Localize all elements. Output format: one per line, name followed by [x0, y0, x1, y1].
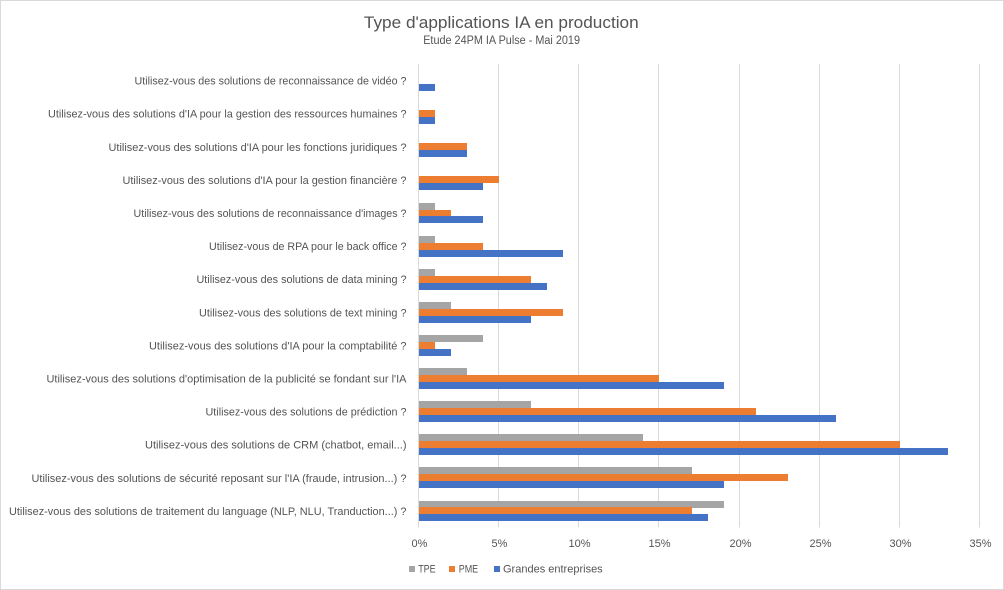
svg-text:10%: 10% [568, 538, 590, 550]
svg-text:Etude 24PM IA Pulse - Mai 2019: Etude 24PM IA Pulse - Mai 2019 [423, 35, 580, 47]
svg-text:Type d'applications IA en prod: Type d'applications IA en production [364, 13, 639, 32]
svg-text:Utilisez-vous des solutions d': Utilisez-vous des solutions d'IA pour le… [109, 142, 407, 154]
svg-text:30%: 30% [889, 538, 911, 550]
svg-text:Utilisez-vous des solutions d': Utilisez-vous des solutions d'IA pour la… [123, 175, 407, 187]
svg-text:Utilisez-vous des solutions d': Utilisez-vous des solutions d'IA pour la… [48, 109, 407, 121]
svg-text:5%: 5% [492, 538, 508, 550]
svg-text:TPE: TPE [418, 564, 436, 576]
svg-text:Utilisez-vous des solutions d': Utilisez-vous des solutions d'IA pour la… [149, 340, 407, 352]
svg-text:Utilisez-vous des solutions de: Utilisez-vous des solutions de text mini… [199, 307, 407, 319]
svg-text:Utilisez-vous des solutions de: Utilisez-vous des solutions de data mini… [197, 274, 407, 286]
svg-text:Utilisez-vous des solutions de: Utilisez-vous des solutions de sécurité … [32, 473, 407, 485]
svg-text:Utilisez-vous des solutions de: Utilisez-vous des solutions de prédictio… [206, 407, 407, 419]
svg-text:20%: 20% [729, 538, 751, 550]
svg-text:Grandes entreprises: Grandes entreprises [503, 564, 603, 576]
svg-text:Utilisez-vous des solutions de: Utilisez-vous des solutions de reconnais… [134, 208, 407, 220]
svg-text:Utilisez-vous des solutions de: Utilisez-vous des solutions de CRM (chat… [145, 440, 407, 452]
svg-text:35%: 35% [969, 538, 991, 550]
svg-text:15%: 15% [648, 538, 670, 550]
svg-text:Utilisez-vous des solutions de: Utilisez-vous des solutions de reconnais… [135, 76, 407, 88]
svg-text:0%: 0% [412, 538, 428, 550]
svg-text:25%: 25% [809, 538, 831, 550]
svg-text:Utilisez-vous des solutions d': Utilisez-vous des solutions d'optimisati… [47, 374, 408, 386]
svg-text:Utilisez-vous des solutions de: Utilisez-vous des solutions de traitemen… [9, 506, 407, 518]
svg-text:PME: PME [459, 564, 479, 576]
svg-text:Utilisez-vous de RPA pour le b: Utilisez-vous de RPA pour le back office… [209, 241, 407, 253]
